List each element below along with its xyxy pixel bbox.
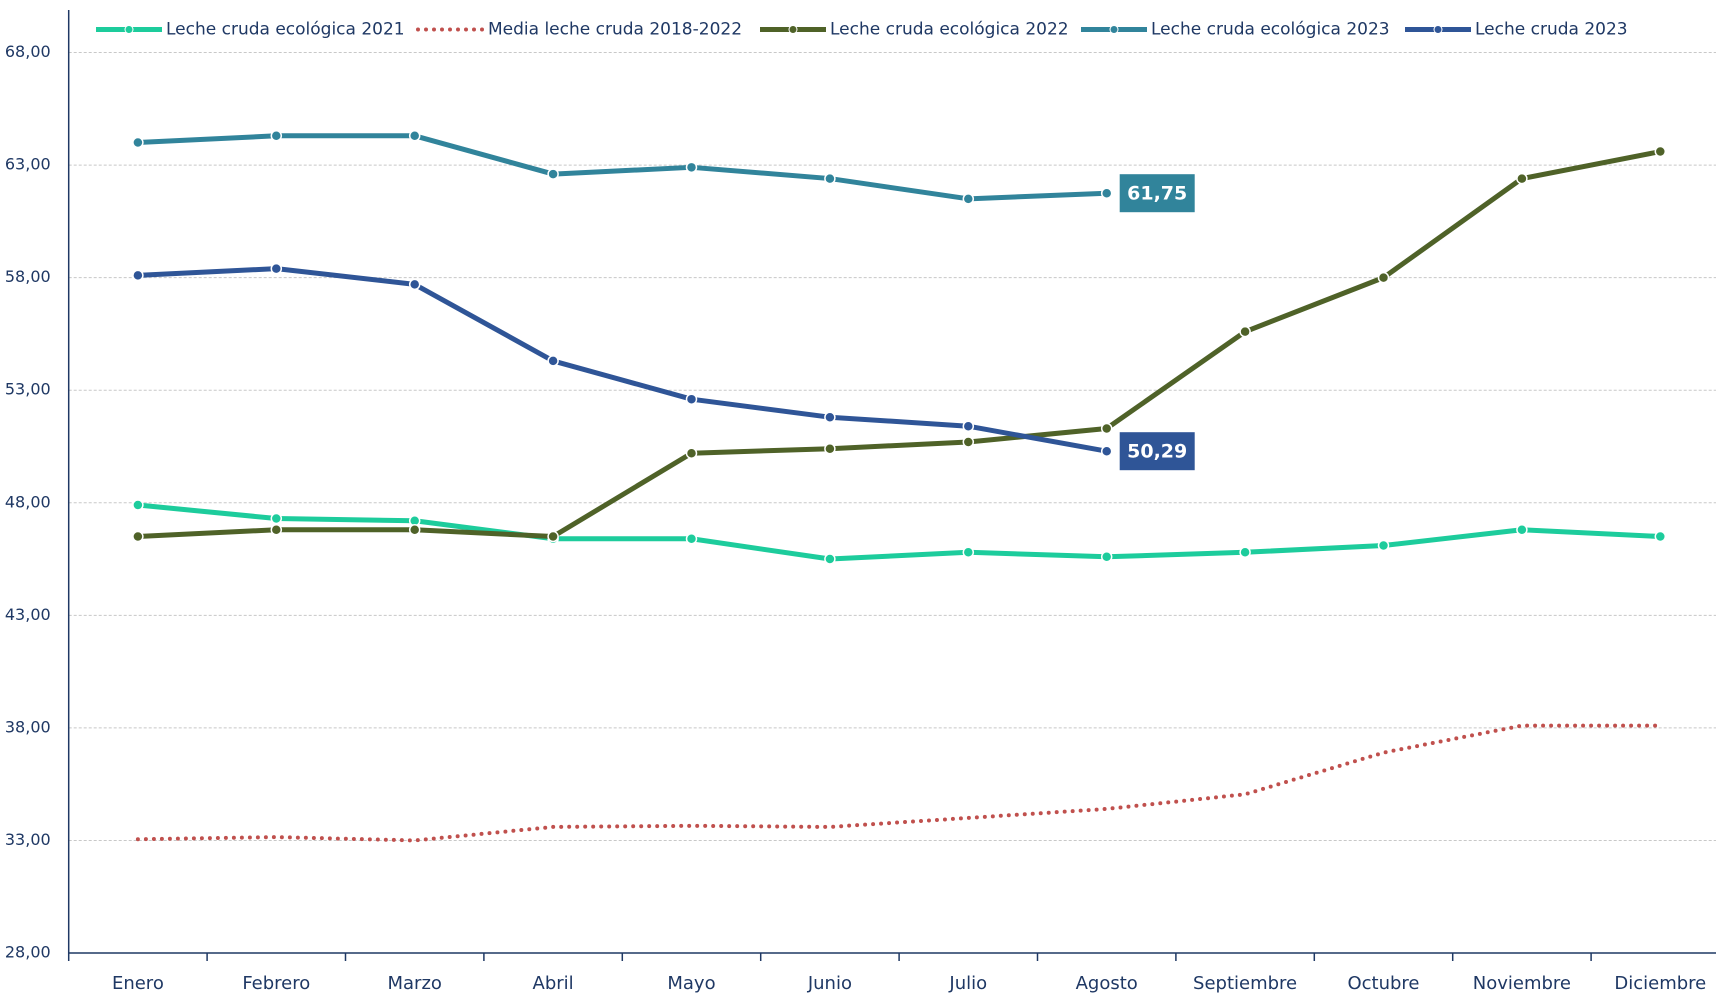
legend-marker <box>124 25 134 34</box>
point <box>547 355 559 367</box>
legend-label: Leche cruda ecológica 2023 <box>1151 20 1390 40</box>
point <box>1100 422 1113 435</box>
value-label: 50,29 <box>1127 441 1187 463</box>
point <box>270 512 283 525</box>
x-tick-label: Julio <box>948 973 987 994</box>
series-line <box>137 149 1661 540</box>
series-line <box>137 502 1661 562</box>
series-line <box>135 723 1663 843</box>
y-tick-label: 43,00 <box>5 605 51 624</box>
x-tick-label: Noviembre <box>1473 973 1571 994</box>
x-tick-label: Enero <box>112 973 164 994</box>
x-tick-label: Junio <box>807 973 852 994</box>
point <box>1654 145 1667 158</box>
point <box>270 130 283 142</box>
point <box>1516 524 1528 536</box>
x-tick-label: Febrero <box>242 973 310 994</box>
point <box>1377 271 1390 284</box>
legend-marker <box>1109 25 1119 34</box>
x-tick-label: Agosto <box>1076 973 1138 994</box>
point <box>1377 539 1390 552</box>
value-label-box <box>1119 174 1195 213</box>
point <box>408 278 421 291</box>
legend-marker <box>788 25 798 34</box>
point <box>1239 325 1251 338</box>
point <box>1239 546 1251 559</box>
point <box>685 447 698 459</box>
point <box>824 442 836 455</box>
point <box>547 168 559 180</box>
point <box>132 269 144 282</box>
point <box>962 436 975 448</box>
point <box>1516 172 1528 185</box>
point <box>685 393 698 405</box>
point <box>685 533 698 545</box>
series-line <box>137 133 1107 202</box>
point <box>1100 551 1113 563</box>
point <box>685 161 698 174</box>
y-tick-label: 38,00 <box>5 717 51 736</box>
point <box>962 193 975 205</box>
x-tick-label: Octubre <box>1347 973 1419 994</box>
y-tick-label: 53,00 <box>5 380 51 399</box>
point <box>824 411 836 423</box>
point <box>1100 187 1113 199</box>
point <box>962 420 975 432</box>
point <box>1100 445 1113 457</box>
series-line <box>137 266 1108 454</box>
point <box>132 530 144 543</box>
value-label-box <box>1119 432 1195 471</box>
point <box>270 524 283 536</box>
x-tick-label: Diciembre <box>1614 973 1706 994</box>
legend-label: Leche cruda ecológica 2022 <box>830 20 1069 40</box>
x-tick-label: Abril <box>533 973 574 994</box>
point <box>547 530 559 543</box>
point <box>824 172 836 185</box>
point <box>408 524 421 536</box>
y-tick-label: 28,00 <box>5 943 51 962</box>
y-tick-label: 58,00 <box>5 267 51 286</box>
y-tick-label: 63,00 <box>5 155 51 174</box>
point <box>132 499 144 511</box>
legend-label: Leche cruda 2023 <box>1475 20 1628 40</box>
legend-label: Leche cruda ecológica 2021 <box>166 20 405 40</box>
y-tick-label: 33,00 <box>5 830 51 849</box>
x-tick-label: Septiembre <box>1193 973 1297 994</box>
legend-label: Media leche cruda 2018-2022 <box>488 20 742 40</box>
x-tick-label: Mayo <box>667 973 715 994</box>
point <box>824 553 836 565</box>
x-tick-label: Marzo <box>387 973 441 994</box>
legend-marker <box>1433 25 1443 34</box>
y-tick-label: 48,00 <box>5 492 51 511</box>
value-label: 61,75 <box>1127 183 1187 205</box>
point <box>408 130 421 142</box>
point <box>962 546 975 559</box>
point <box>132 136 144 149</box>
point <box>270 262 283 275</box>
y-tick-label: 68,00 <box>5 42 51 61</box>
point <box>1654 530 1667 543</box>
